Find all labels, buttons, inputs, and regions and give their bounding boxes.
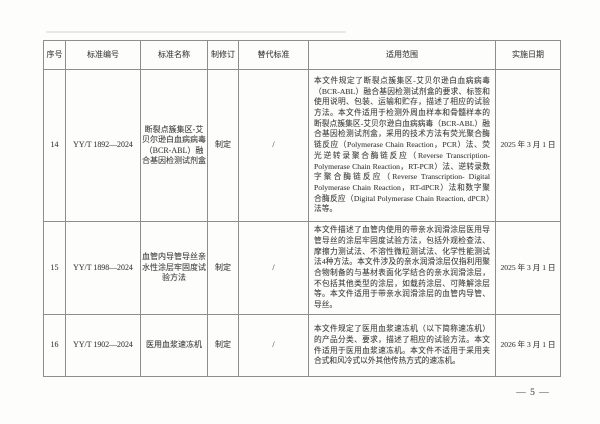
header-cell-replaced: 替代标准 (238, 40, 309, 70)
cell-name: 断裂点簇集区-艾贝尔逊白血病病毒（BCR-ABL）融合基因检测试剂盒 (140, 69, 208, 222)
cell-name: 血管内导管导丝亲水性涂层牢固度试验方法 (140, 221, 208, 315)
cell-code: YY/T 1902—2024 (65, 314, 141, 377)
header-cell-revision: 制修订 (207, 40, 239, 70)
cell-revision: 制定 (207, 314, 239, 377)
page-number: — 5 — (516, 388, 550, 398)
table-header-row: 序号 标准编号 标准名称 制修订 替代标准 适用范围 实施日期 (43, 40, 561, 70)
header-cell-no: 序号 (43, 40, 66, 70)
header-cell-name: 标准名称 (140, 40, 208, 70)
cell-no: 15 (43, 221, 66, 315)
cell-scope: 本文件规定了断裂点簇集区-艾贝尔逊白血病病毒（BCR-ABL）融合基因检测试剂盒… (308, 69, 496, 222)
cell-revision: 制定 (207, 221, 239, 315)
cell-revision: 制定 (207, 69, 239, 222)
cell-replaced: / (238, 69, 309, 222)
table-row: 16 YY/T 1902—2024 医用血浆速冻机 制定 / 本文件规定了医用血… (43, 314, 561, 377)
header-cell-scope: 适用范围 (308, 40, 496, 70)
header-cell-code: 标准编号 (65, 40, 141, 70)
header-cell-date: 实施日期 (495, 40, 561, 70)
scan-smudge-line (46, 31, 346, 33)
cell-scope: 本文件规定了医用血浆速冻机（以下简称速冻机）的产品分类、要求，描述了相应的试验方… (308, 314, 496, 377)
cell-code: YY/T 1892—2024 (65, 69, 141, 222)
cell-name: 医用血浆速冻机 (140, 314, 208, 377)
cell-date: 2026 年 3 月 1 日 (495, 314, 561, 377)
cell-code: YY/T 1898—2024 (65, 221, 141, 315)
scope-text: 本文件描述了血管内使用的带亲水润滑涂层医用导管导丝的涂层牢固度试验方法，包括外观… (314, 225, 490, 310)
standards-table: 序号 标准编号 标准名称 制修订 替代标准 适用范围 实施日期 14 YY/T … (43, 40, 561, 377)
standards-table-grid: 序号 标准编号 标准名称 制修订 替代标准 适用范围 实施日期 14 YY/T … (43, 40, 561, 377)
scope-text: 本文件规定了医用血浆速冻机（以下简称速冻机）的产品分类、要求，描述了相应的试验方… (314, 324, 490, 366)
cell-date: 2025 年 3 月 1 日 (495, 69, 561, 222)
cell-date: 2025 年 3 月 1 日 (495, 221, 561, 315)
cell-replaced: / (238, 314, 309, 377)
scope-text: 本文件规定了断裂点簇集区-艾贝尔逊白血病病毒（BCR-ABL）融合基因检测试剂盒… (314, 75, 490, 214)
table-row: 15 YY/T 1898—2024 血管内导管导丝亲水性涂层牢固度试验方法 制定… (43, 221, 561, 315)
table-row: 14 YY/T 1892—2024 断裂点簇集区-艾贝尔逊白血病病毒（BCR-A… (43, 69, 561, 222)
cell-replaced: / (238, 221, 309, 315)
cell-no: 16 (43, 314, 66, 377)
cell-no: 14 (43, 69, 66, 222)
cell-scope: 本文件描述了血管内使用的带亲水润滑涂层医用导管导丝的涂层牢固度试验方法，包括外观… (308, 221, 496, 315)
